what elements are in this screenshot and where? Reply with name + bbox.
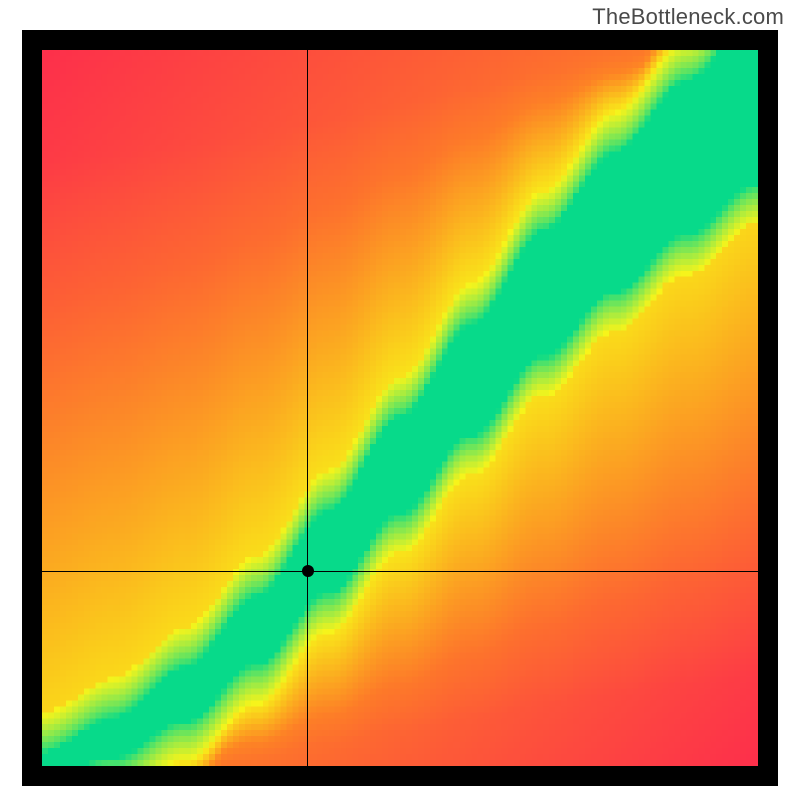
crosshair-horizontal: [42, 571, 758, 572]
bottleneck-heatmap: [42, 50, 758, 766]
chart-container: TheBottleneck.com: [0, 0, 800, 800]
watermark-text: TheBottleneck.com: [592, 4, 784, 30]
crosshair-vertical: [307, 50, 308, 766]
marker-point: [302, 565, 314, 577]
